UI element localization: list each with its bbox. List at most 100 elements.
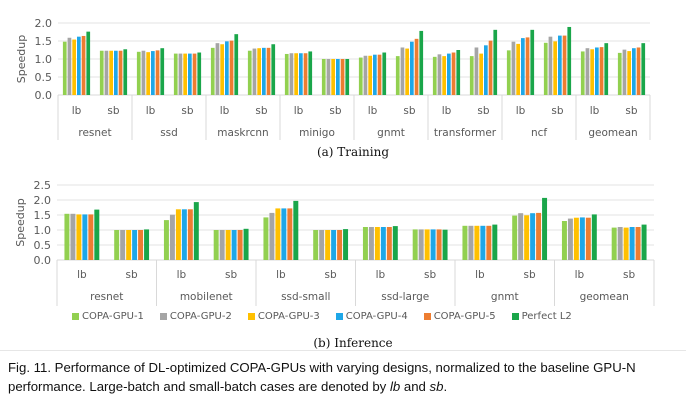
- subcategory-label: sb: [126, 269, 138, 281]
- bar-perfect-l2: [419, 30, 424, 96]
- bar-copa-gpu-1: [580, 51, 585, 95]
- subcategory-label: lb: [368, 105, 378, 117]
- bar-copa-gpu-3: [553, 41, 557, 95]
- bar-copa-gpu-5: [536, 212, 542, 260]
- bar-copa-gpu-3: [294, 53, 298, 95]
- bar-copa-gpu-4: [373, 54, 377, 95]
- bar-copa-gpu-4: [380, 227, 386, 260]
- bar-perfect-l2: [193, 202, 199, 260]
- bar-copa-gpu-5: [187, 209, 193, 260]
- bar-copa-gpu-2: [548, 36, 553, 95]
- subcategory-label: lb: [516, 105, 526, 117]
- bar-copa-gpu-3: [424, 229, 430, 260]
- legend-swatch: [335, 313, 343, 320]
- training-subcaption: (a) Training: [316, 145, 390, 159]
- bar-copa-gpu-4: [331, 230, 337, 260]
- bar-copa-gpu-3: [126, 230, 132, 260]
- bar-copa-gpu-2: [368, 227, 374, 260]
- bar-copa-gpu-2: [319, 230, 325, 260]
- bar-perfect-l2: [641, 43, 646, 95]
- bar-copa-gpu-3: [275, 208, 281, 260]
- bar-copa-gpu-5: [337, 230, 343, 260]
- bar-copa-gpu-4: [595, 47, 599, 95]
- figure-caption: Fig. 11. Performance of DL-optimized COP…: [8, 358, 684, 396]
- group-label: resnet: [90, 291, 123, 303]
- bar-copa-gpu-4: [114, 50, 118, 95]
- bar-copa-gpu-5: [229, 40, 234, 95]
- bar-perfect-l2: [197, 52, 202, 95]
- bar-copa-gpu-4: [132, 230, 138, 260]
- bar-copa-gpu-1: [469, 56, 474, 95]
- bar-perfect-l2: [345, 59, 350, 95]
- group-label: minigo: [299, 127, 335, 139]
- bar-copa-gpu-5: [562, 35, 567, 95]
- subcategory-label: lb: [177, 269, 187, 281]
- bar-perfect-l2: [343, 229, 349, 260]
- bar-copa-gpu-2: [363, 55, 368, 95]
- bar-copa-gpu-1: [462, 225, 468, 260]
- bar-copa-gpu-1: [247, 50, 252, 95]
- bar-copa-gpu-1: [358, 57, 363, 95]
- bar-copa-gpu-4: [181, 209, 187, 260]
- bar-copa-gpu-3: [590, 49, 594, 95]
- bar-copa-gpu-1: [362, 227, 368, 260]
- bar-copa-gpu-4: [629, 227, 635, 260]
- y-tick-label: 2.0: [34, 194, 52, 207]
- bar-copa-gpu-5: [436, 229, 442, 260]
- legend-label: COPA-GPU-4: [345, 311, 408, 322]
- bar-copa-gpu-4: [480, 225, 486, 260]
- bar-copa-gpu-1: [321, 59, 326, 95]
- bar-perfect-l2: [591, 214, 597, 260]
- y-tick-label: 0.0: [34, 254, 52, 267]
- y-tick-label: 1.5: [35, 35, 53, 48]
- bar-copa-gpu-1: [395, 56, 400, 95]
- bar-copa-gpu-1: [432, 56, 437, 95]
- y-tick-label: 1.5: [34, 209, 52, 222]
- group-label: resnet: [78, 127, 111, 139]
- bar-copa-gpu-1: [173, 53, 178, 95]
- bar-perfect-l2: [567, 26, 572, 95]
- bar-perfect-l2: [442, 229, 448, 260]
- y-tick-label: 2.5: [34, 179, 52, 192]
- group-label: geomean: [580, 291, 629, 303]
- subcategory-label: sb: [403, 105, 415, 117]
- caption-and: and: [400, 379, 430, 394]
- bar-copa-gpu-5: [377, 54, 382, 95]
- bar-copa-gpu-1: [512, 215, 518, 260]
- bar-copa-gpu-2: [617, 227, 623, 260]
- bar-copa-gpu-4: [558, 35, 562, 95]
- bar-perfect-l2: [144, 229, 150, 260]
- bar-copa-gpu-2: [468, 225, 474, 260]
- bar-copa-gpu-3: [257, 48, 261, 95]
- bar-perfect-l2: [530, 29, 535, 96]
- bar-copa-gpu-3: [374, 227, 380, 260]
- bar-copa-gpu-3: [220, 44, 224, 95]
- bar-copa-gpu-1: [263, 217, 269, 260]
- bar-perfect-l2: [123, 49, 128, 95]
- bar-copa-gpu-1: [99, 50, 104, 95]
- bar-copa-gpu-3: [175, 209, 181, 260]
- bar-perfect-l2: [392, 226, 398, 260]
- bar-copa-gpu-2: [622, 49, 627, 95]
- bar-copa-gpu-2: [437, 54, 442, 95]
- subcategory-label: sb: [625, 105, 637, 117]
- bar-copa-gpu-5: [155, 50, 160, 95]
- bar-copa-gpu-4: [521, 38, 525, 95]
- bar-copa-gpu-3: [109, 50, 113, 95]
- y-axis-label: Speedup: [14, 198, 27, 246]
- bar-copa-gpu-2: [518, 213, 524, 260]
- caption-divider: [0, 350, 686, 351]
- group-label: transformer: [434, 127, 497, 139]
- bar-copa-gpu-5: [451, 52, 456, 95]
- caption-end: .: [443, 379, 448, 394]
- group-label: ssd-small: [281, 291, 330, 303]
- bar-copa-gpu-2: [289, 53, 294, 95]
- bar-copa-gpu-5: [118, 50, 123, 95]
- bar-perfect-l2: [271, 44, 276, 95]
- subcategory-label: sb: [107, 105, 119, 117]
- bar-copa-gpu-5: [192, 53, 197, 95]
- bar-copa-gpu-5: [486, 225, 492, 260]
- bar-copa-gpu-4: [410, 41, 414, 95]
- bar-copa-gpu-4: [82, 214, 88, 260]
- bar-copa-gpu-2: [67, 37, 72, 95]
